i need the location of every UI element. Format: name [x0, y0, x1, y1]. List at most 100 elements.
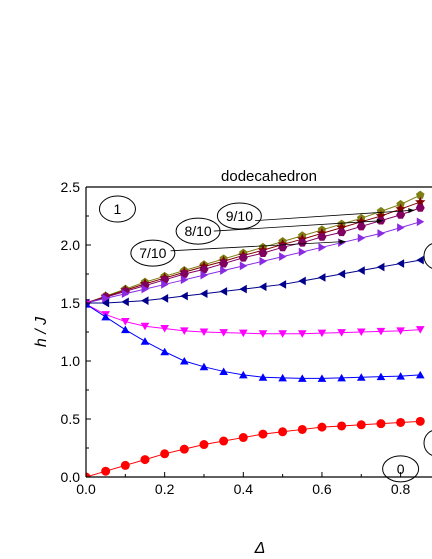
data-point	[415, 370, 425, 379]
data-point	[297, 330, 307, 338]
series-line	[86, 259, 421, 304]
data-point	[200, 270, 208, 280]
series-7	[86, 300, 425, 382]
series-line	[86, 221, 421, 304]
data-point	[396, 259, 405, 268]
annotation-label: 8/10	[184, 223, 211, 239]
data-point	[239, 284, 247, 294]
data-point	[161, 280, 169, 289]
y-tick-label: 0.5	[61, 411, 81, 427]
data-point	[278, 330, 287, 338]
data-point	[258, 373, 268, 381]
data-point	[317, 374, 327, 382]
data-point	[396, 327, 405, 335]
series-line	[86, 303, 421, 379]
data-point	[337, 269, 346, 279]
annotation-arrow-head	[408, 208, 415, 214]
data-point	[259, 256, 267, 266]
data-point	[297, 374, 307, 382]
data-point	[356, 420, 366, 430]
x-tick-label: 0.0	[76, 481, 96, 497]
annotation-arrow-line	[170, 241, 346, 252]
data-point	[376, 372, 386, 381]
data-point	[297, 238, 307, 247]
data-point	[317, 329, 327, 338]
data-point	[376, 419, 386, 429]
data-point	[101, 298, 110, 308]
data-point	[121, 297, 129, 307]
chart-title: dodecahedron	[221, 168, 317, 185]
data-point	[337, 329, 346, 337]
data-point	[258, 429, 268, 439]
data-point	[415, 416, 425, 426]
data-point	[160, 325, 169, 333]
data-point	[356, 222, 366, 231]
annotation-ellipse	[98, 195, 136, 223]
data-point	[199, 362, 209, 371]
data-point	[357, 233, 366, 243]
data-point	[416, 255, 424, 265]
data-point	[199, 265, 209, 274]
data-point	[377, 229, 385, 238]
series-line	[86, 420, 421, 477]
data-point	[219, 287, 228, 296]
data-point	[337, 228, 347, 237]
y-tick-label: 1.5	[61, 295, 81, 311]
data-point	[220, 266, 228, 275]
data-point	[396, 417, 406, 427]
series-6	[86, 300, 425, 338]
data-point	[86, 472, 91, 477]
data-point	[180, 291, 188, 301]
y-tick-label: 2.0	[61, 237, 81, 253]
annotation-ellipse-partial	[423, 430, 432, 456]
data-point	[258, 330, 268, 338]
data-point	[376, 262, 385, 272]
series-line	[86, 207, 421, 304]
annotation-label: 0	[397, 461, 405, 477]
data-point	[179, 327, 189, 335]
data-point	[278, 373, 287, 382]
data-point	[179, 357, 189, 365]
data-point	[199, 440, 209, 450]
data-point	[238, 253, 248, 262]
annotation-label: 9/10	[226, 208, 253, 224]
data-point	[140, 322, 150, 331]
data-point	[140, 296, 149, 306]
y-axis-label: h / J	[33, 316, 50, 347]
data-point	[160, 294, 169, 303]
data-point	[258, 282, 267, 292]
data-point	[357, 266, 365, 275]
annotation-ellipse-partial	[423, 243, 432, 269]
data-point	[121, 318, 130, 326]
series-5	[86, 255, 424, 308]
x-tick-label: 0.4	[234, 481, 254, 497]
data-point	[317, 422, 327, 432]
data-point	[141, 284, 149, 294]
data-point	[238, 370, 248, 379]
data-point	[160, 347, 169, 356]
data-point	[140, 337, 150, 345]
data-point	[86, 300, 91, 308]
data-point	[101, 466, 111, 476]
x-tick-label: 0.6	[312, 481, 332, 497]
data-point	[356, 373, 366, 381]
data-point	[219, 259, 229, 268]
data-point	[376, 327, 386, 336]
data-point	[356, 328, 366, 336]
data-point	[278, 280, 287, 289]
data-point	[219, 367, 228, 375]
x-tick-label: 0.2	[155, 481, 175, 497]
annotation-ellipse	[175, 217, 221, 245]
data-point	[121, 325, 130, 334]
x-tick-label: 0.8	[391, 481, 411, 497]
annotation-ellipse	[130, 239, 176, 267]
data-point	[121, 289, 130, 299]
annotation-ellipse	[382, 455, 420, 483]
data-point	[415, 326, 425, 334]
data-point	[179, 270, 189, 278]
data-point	[298, 276, 306, 286]
data-point	[415, 203, 425, 212]
data-point	[317, 232, 327, 241]
y-tick-label: 0.0	[61, 469, 81, 485]
data-point	[120, 460, 130, 470]
